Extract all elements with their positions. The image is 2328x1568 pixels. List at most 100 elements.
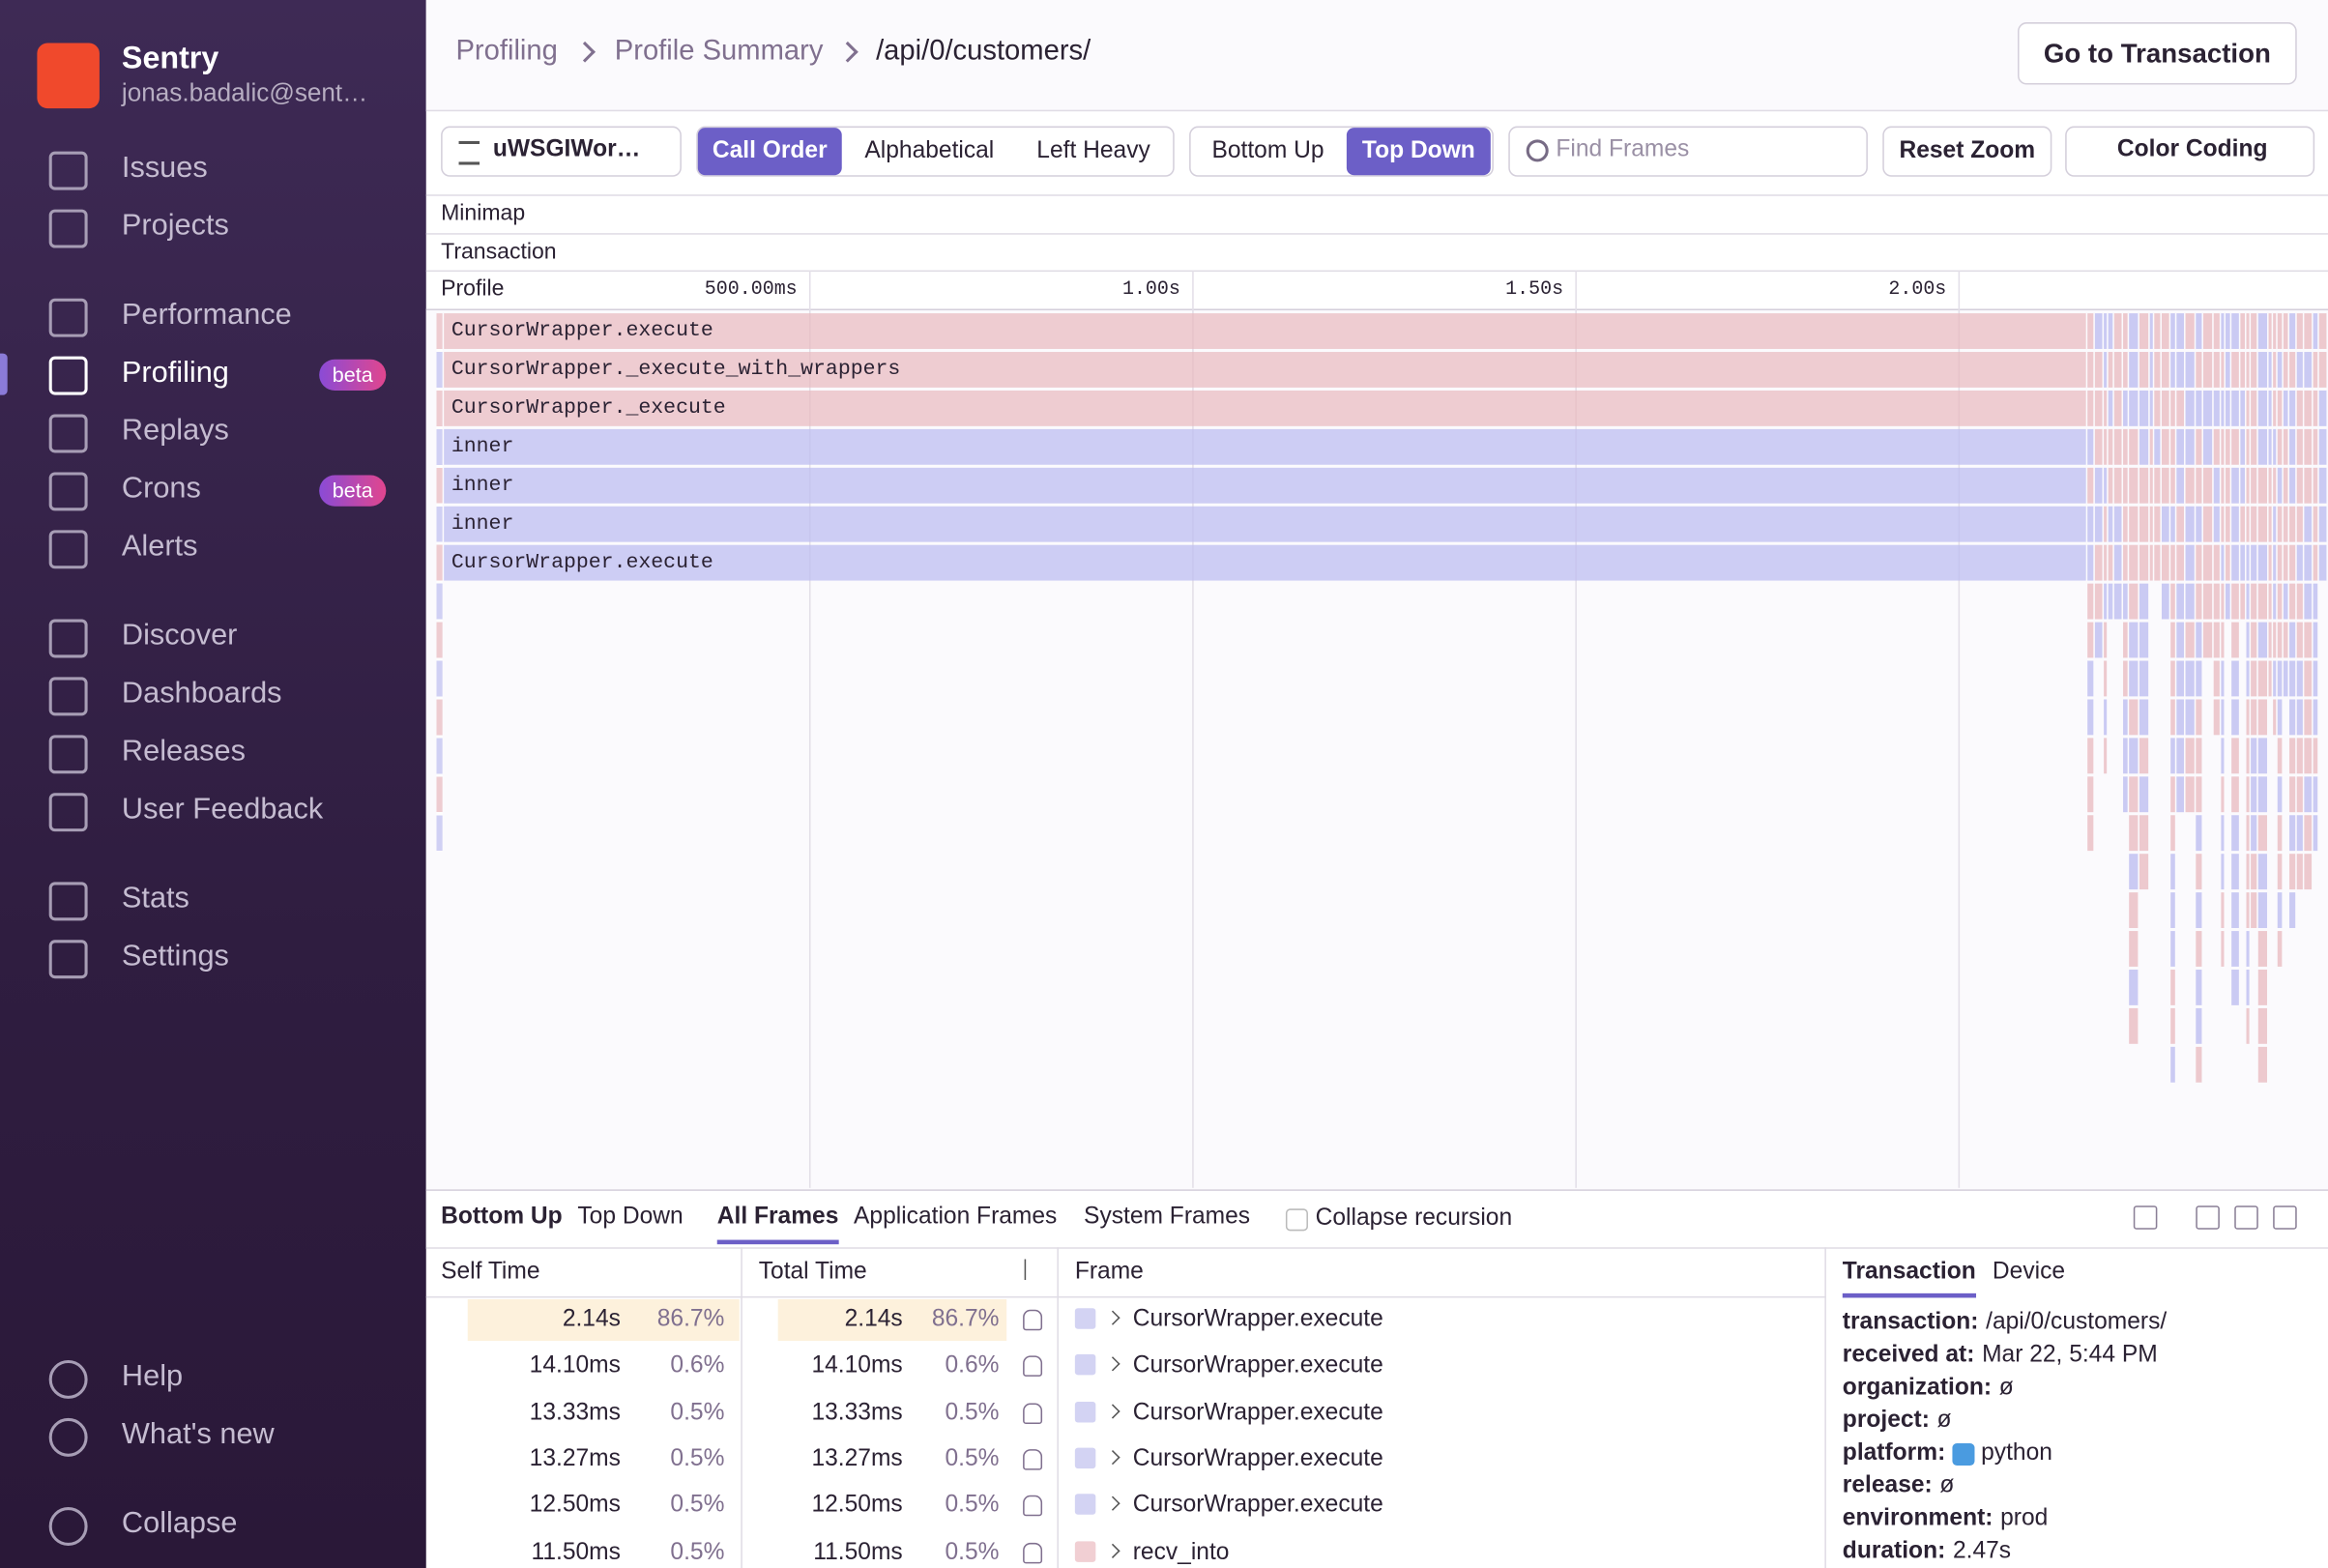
view-option[interactable]: Bottom Up (1211, 137, 1324, 163)
panel-tab[interactable]: Top Down (577, 1204, 684, 1230)
frame[interactable] (444, 390, 2086, 426)
frame (2277, 583, 2283, 620)
frame-filter[interactable]: Application Frames (854, 1204, 1058, 1230)
frame[interactable] (444, 428, 2086, 465)
nav-item[interactable]: Projects (121, 209, 229, 243)
nav-item[interactable]: Performance (121, 298, 292, 332)
total-pct: 0.5% (945, 1492, 1000, 1519)
frame-label[interactable]: inner (451, 511, 514, 537)
frame-name[interactable]: CursorWrapper.execute (1132, 1492, 1383, 1519)
frame (2246, 776, 2250, 813)
search-input[interactable] (1508, 126, 1868, 177)
frame (2196, 352, 2202, 388)
org-logo[interactable] (37, 43, 100, 109)
self-pct: 86.7% (656, 1306, 725, 1332)
frame-swatch (1074, 1308, 1096, 1329)
frame-name[interactable]: recv_into (1132, 1539, 1230, 1565)
frame (2240, 313, 2245, 349)
nav-item[interactable]: Stats (121, 882, 189, 915)
frame (2304, 854, 2313, 890)
frame (2108, 313, 2113, 349)
nav-item[interactable]: User Feedback (121, 793, 324, 827)
nav-item[interactable]: Issues (121, 151, 208, 185)
sort-option[interactable]: Left Heavy (1036, 137, 1150, 163)
frame (2268, 622, 2272, 658)
nav-item[interactable]: Help (121, 1359, 184, 1393)
view-option[interactable]: Top Down (1346, 128, 1491, 176)
frame-label[interactable]: CursorWrapper.execute (451, 550, 713, 575)
reset-zoom-button[interactable]: Reset Zoom (1882, 126, 2052, 177)
layout-icon[interactable] (2196, 1205, 2220, 1230)
layout-icon[interactable] (2234, 1205, 2258, 1230)
frame (2094, 544, 2103, 581)
org-name[interactable]: Sentry (121, 42, 219, 76)
frame (2123, 467, 2128, 504)
expand-chevron[interactable] (1105, 1356, 1120, 1372)
nav-item[interactable]: What's new (121, 1417, 275, 1451)
frame[interactable] (444, 544, 2086, 581)
nav-icon (48, 472, 88, 511)
minimap-label[interactable]: Minimap (441, 200, 526, 226)
collapse-label[interactable]: Collapse recursion (1315, 1205, 1513, 1232)
breadcrumb[interactable]: Profile Summary (614, 35, 824, 68)
frame (2268, 506, 2272, 542)
frame[interactable] (444, 352, 2086, 388)
details-tab[interactable]: Device (1992, 1259, 2066, 1285)
details-tab[interactable]: Transaction (1842, 1260, 1976, 1298)
expand-chevron[interactable] (1105, 1310, 1120, 1325)
column-header[interactable]: Total Time (758, 1259, 867, 1285)
search-placeholder[interactable]: Find Frames (1556, 136, 1690, 162)
nav-item[interactable]: Collapse (121, 1507, 238, 1540)
thread-select[interactable] (441, 126, 682, 177)
frame (2273, 390, 2277, 426)
frame (2202, 583, 2213, 620)
column-header[interactable]: Self Time (441, 1259, 540, 1285)
frame (2268, 313, 2272, 349)
nav-item[interactable]: Dashboards (121, 677, 282, 711)
frame-label[interactable]: CursorWrapper._execute (451, 396, 726, 421)
frame (2226, 506, 2230, 542)
nav-item[interactable]: Releases (121, 735, 246, 769)
frame (2170, 854, 2175, 890)
frame (2257, 854, 2268, 890)
frame-filter[interactable]: System Frames (1084, 1204, 1251, 1230)
frame-name[interactable]: CursorWrapper.execute (1132, 1306, 1383, 1332)
frame-name[interactable]: CursorWrapper.execute (1132, 1445, 1383, 1472)
frame (2257, 506, 2268, 542)
layout-icon[interactable] (2133, 1205, 2158, 1230)
color-coding-label[interactable]: Color Coding (2116, 136, 2268, 162)
frame-label[interactable]: CursorWrapper._execute_with_wrappers (451, 358, 901, 382)
breadcrumb[interactable]: Profiling (455, 35, 558, 68)
frame-name[interactable]: CursorWrapper.execute (1132, 1399, 1383, 1425)
frame[interactable] (444, 313, 2086, 349)
frame (2129, 352, 2139, 388)
nav-item[interactable]: Profiling (121, 356, 229, 390)
nav-item[interactable]: Settings (121, 940, 229, 973)
expand-chevron[interactable] (1105, 1449, 1120, 1466)
nav-item[interactable]: Crons (121, 472, 201, 506)
collapse-checkbox[interactable] (1285, 1208, 1308, 1232)
frame-label[interactable]: inner (451, 435, 514, 459)
sort-option[interactable]: Alphabetical (864, 137, 995, 163)
expand-chevron[interactable] (1105, 1403, 1120, 1418)
panel-tab[interactable]: Bottom Up (441, 1204, 563, 1230)
expand-chevron[interactable] (1105, 1495, 1120, 1512)
nav-item[interactable]: Replays (121, 414, 229, 448)
expand-chevron[interactable] (1105, 1542, 1120, 1558)
frame-name[interactable]: CursorWrapper.execute (1132, 1352, 1383, 1379)
nav-item[interactable]: Discover (121, 619, 238, 653)
color-coding-button[interactable] (2065, 126, 2315, 177)
frame[interactable] (444, 467, 2086, 504)
layout-icon[interactable] (2273, 1205, 2297, 1230)
go-to-transaction-button[interactable]: Go to Transaction (2018, 22, 2297, 85)
column-header[interactable]: Frame (1074, 1259, 1144, 1285)
sort-option[interactable]: Call Order (697, 128, 842, 176)
frame[interactable] (444, 506, 2086, 542)
thread-label[interactable]: uWSGIWor… (492, 136, 641, 162)
frame-label[interactable]: CursorWrapper.execute (451, 319, 713, 343)
transaction-label[interactable]: Transaction (441, 239, 557, 265)
frame-filter[interactable]: All Frames (716, 1205, 839, 1245)
nav-item[interactable]: Alerts (121, 530, 198, 564)
frame-label[interactable]: inner (451, 473, 514, 498)
frame (2257, 738, 2268, 774)
